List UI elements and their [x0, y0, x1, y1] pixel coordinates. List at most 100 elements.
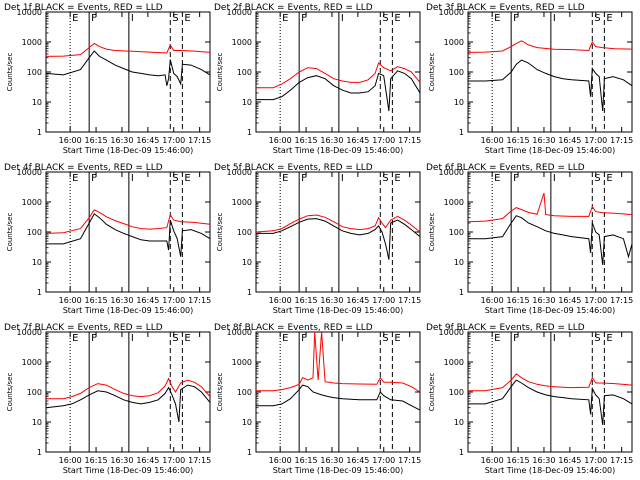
- x-tick-label: 16:45: [558, 296, 581, 305]
- x-tick-label: 17:00: [162, 456, 185, 465]
- y-tick-label: 100: [449, 228, 464, 237]
- marker-label: E: [394, 333, 400, 344]
- y-tick-label: 10000: [439, 8, 464, 17]
- x-axis-title: Start Time (18-Dec-09 15:46:00): [273, 466, 404, 475]
- panel-4: Det 4f BLACK = Events, RED = LLD 1 10 100 10…: [4, 163, 211, 315]
- y-tick-label: 1000: [232, 198, 252, 207]
- x-tick-label: 16:15: [85, 296, 108, 305]
- x-axis-title: Start Time (18-Dec-09 15:46:00): [273, 146, 404, 155]
- y-tick-label: 10: [32, 418, 42, 427]
- y-tick-label: 10: [454, 258, 464, 267]
- x-tick-label: 17:00: [584, 456, 607, 465]
- x-tick-label: 17:00: [584, 136, 607, 145]
- y-tick-label: 1: [459, 128, 464, 137]
- x-tick-label: 16:00: [481, 296, 504, 305]
- x-tick-label: 16:00: [59, 296, 82, 305]
- x-axis-title: Start Time (18-Dec-09 15:46:00): [273, 306, 404, 315]
- y-tick-label: 10: [32, 258, 42, 267]
- x-axis-title: Start Time (18-Dec-09 15:46:00): [63, 146, 194, 155]
- x-tick-label: 16:45: [346, 296, 369, 305]
- y-tick-label: 1: [459, 288, 464, 297]
- panel-title: Det 1f BLACK = Events, RED = LLD: [4, 3, 163, 13]
- marker-label: E: [494, 173, 500, 184]
- x-tick-label: 17:15: [398, 136, 421, 145]
- y-tick-label: 1: [37, 448, 42, 457]
- y-tick-label: 1000: [22, 198, 42, 207]
- x-tick-label: 16:30: [110, 296, 133, 305]
- x-tick-label: 16:30: [532, 456, 555, 465]
- marker-label: E: [184, 173, 190, 184]
- x-tick-label: 17:00: [584, 296, 607, 305]
- marker-label: E: [606, 13, 612, 24]
- y-tick-label: 10000: [227, 328, 252, 337]
- x-tick-label: 16:00: [481, 136, 504, 145]
- series-events: [256, 384, 421, 411]
- y-tick-label: 1: [37, 128, 42, 137]
- x-tick-label: 17:00: [372, 136, 395, 145]
- x-axis-title: Start Time (18-Dec-09 15:46:00): [485, 306, 616, 315]
- marker-label: E: [606, 333, 612, 344]
- marker-label: F: [91, 13, 97, 24]
- series-events: [468, 59, 633, 112]
- y-tick-label: 1000: [22, 358, 42, 367]
- series-lld: [256, 62, 421, 89]
- marker-label: E: [72, 13, 78, 24]
- x-tick-label: 16:15: [507, 296, 530, 305]
- y-tick-label: 1000: [22, 38, 42, 47]
- x-tick-label: 16:00: [59, 136, 82, 145]
- x-tick-label: 16:30: [320, 136, 343, 145]
- marker-label: E: [184, 333, 190, 344]
- x-tick-label: 17:15: [188, 296, 211, 305]
- marker-label: I: [553, 13, 556, 24]
- y-tick-label: 1000: [444, 358, 464, 367]
- y-tick-label: 10: [242, 418, 252, 427]
- series-events: [468, 379, 633, 425]
- y-tick-label: 100: [237, 228, 252, 237]
- panel-2: Det 2f BLACK = Events, RED = LLD 1 10 100 10…: [214, 3, 421, 155]
- x-tick-label: 16:30: [532, 296, 555, 305]
- y-tick-label: 100: [27, 68, 42, 77]
- y-tick-label: 10000: [17, 8, 42, 17]
- marker-label: S: [382, 13, 388, 24]
- y-tick-label: 10000: [439, 328, 464, 337]
- y-axis-title: Counts/sec: [6, 53, 14, 92]
- x-tick-label: 17:15: [188, 136, 211, 145]
- x-axis-title: Start Time (18-Dec-09 15:46:00): [485, 146, 616, 155]
- x-tick-label: 17:00: [162, 136, 185, 145]
- series-lld: [467, 40, 633, 53]
- series-lld: [46, 377, 211, 400]
- marker-label: S: [594, 173, 600, 184]
- marker-label: E: [394, 13, 400, 24]
- marker-label: F: [513, 13, 519, 24]
- y-tick-label: 100: [449, 68, 464, 77]
- panel-9: Det 9f BLACK = Events, RED = LLD 1 10 100 10…: [426, 323, 633, 475]
- y-tick-label: 1: [247, 288, 252, 297]
- marker-label: S: [172, 13, 178, 24]
- x-tick-label: 16:15: [507, 456, 530, 465]
- series-events: [256, 218, 421, 260]
- x-tick-label: 16:45: [558, 136, 581, 145]
- marker-label: I: [341, 173, 344, 184]
- y-tick-label: 10: [454, 418, 464, 427]
- series-lld: [45, 42, 211, 57]
- marker-label: F: [91, 173, 97, 184]
- panel-3: Det 3f BLACK = Events, RED = LLD 1 10 100 10…: [426, 3, 633, 155]
- x-tick-label: 16:15: [85, 456, 108, 465]
- marker-label: F: [513, 333, 519, 344]
- marker-label: E: [282, 13, 288, 24]
- panel-1: Det 1f BLACK = Events, RED = LLD 1 10 100 10…: [4, 3, 211, 155]
- marker-label: F: [301, 13, 307, 24]
- marker-label: E: [494, 333, 500, 344]
- marker-label: E: [394, 173, 400, 184]
- marker-label: F: [91, 333, 97, 344]
- panel-7: Det 7f BLACK = Events, RED = LLD 1 10 100 10…: [4, 323, 211, 475]
- x-tick-label: 16:00: [481, 456, 504, 465]
- x-tick-label: 17:00: [372, 456, 395, 465]
- y-tick-label: 10: [32, 98, 42, 107]
- panel-title: Det 5f BLACK = Events, RED = LLD: [214, 163, 373, 173]
- x-tick-label: 17:15: [610, 456, 633, 465]
- y-tick-label: 10: [242, 98, 252, 107]
- panel-title: Det 3f BLACK = Events, RED = LLD: [426, 3, 585, 13]
- series-events: [46, 213, 211, 257]
- marker-label: S: [594, 333, 600, 344]
